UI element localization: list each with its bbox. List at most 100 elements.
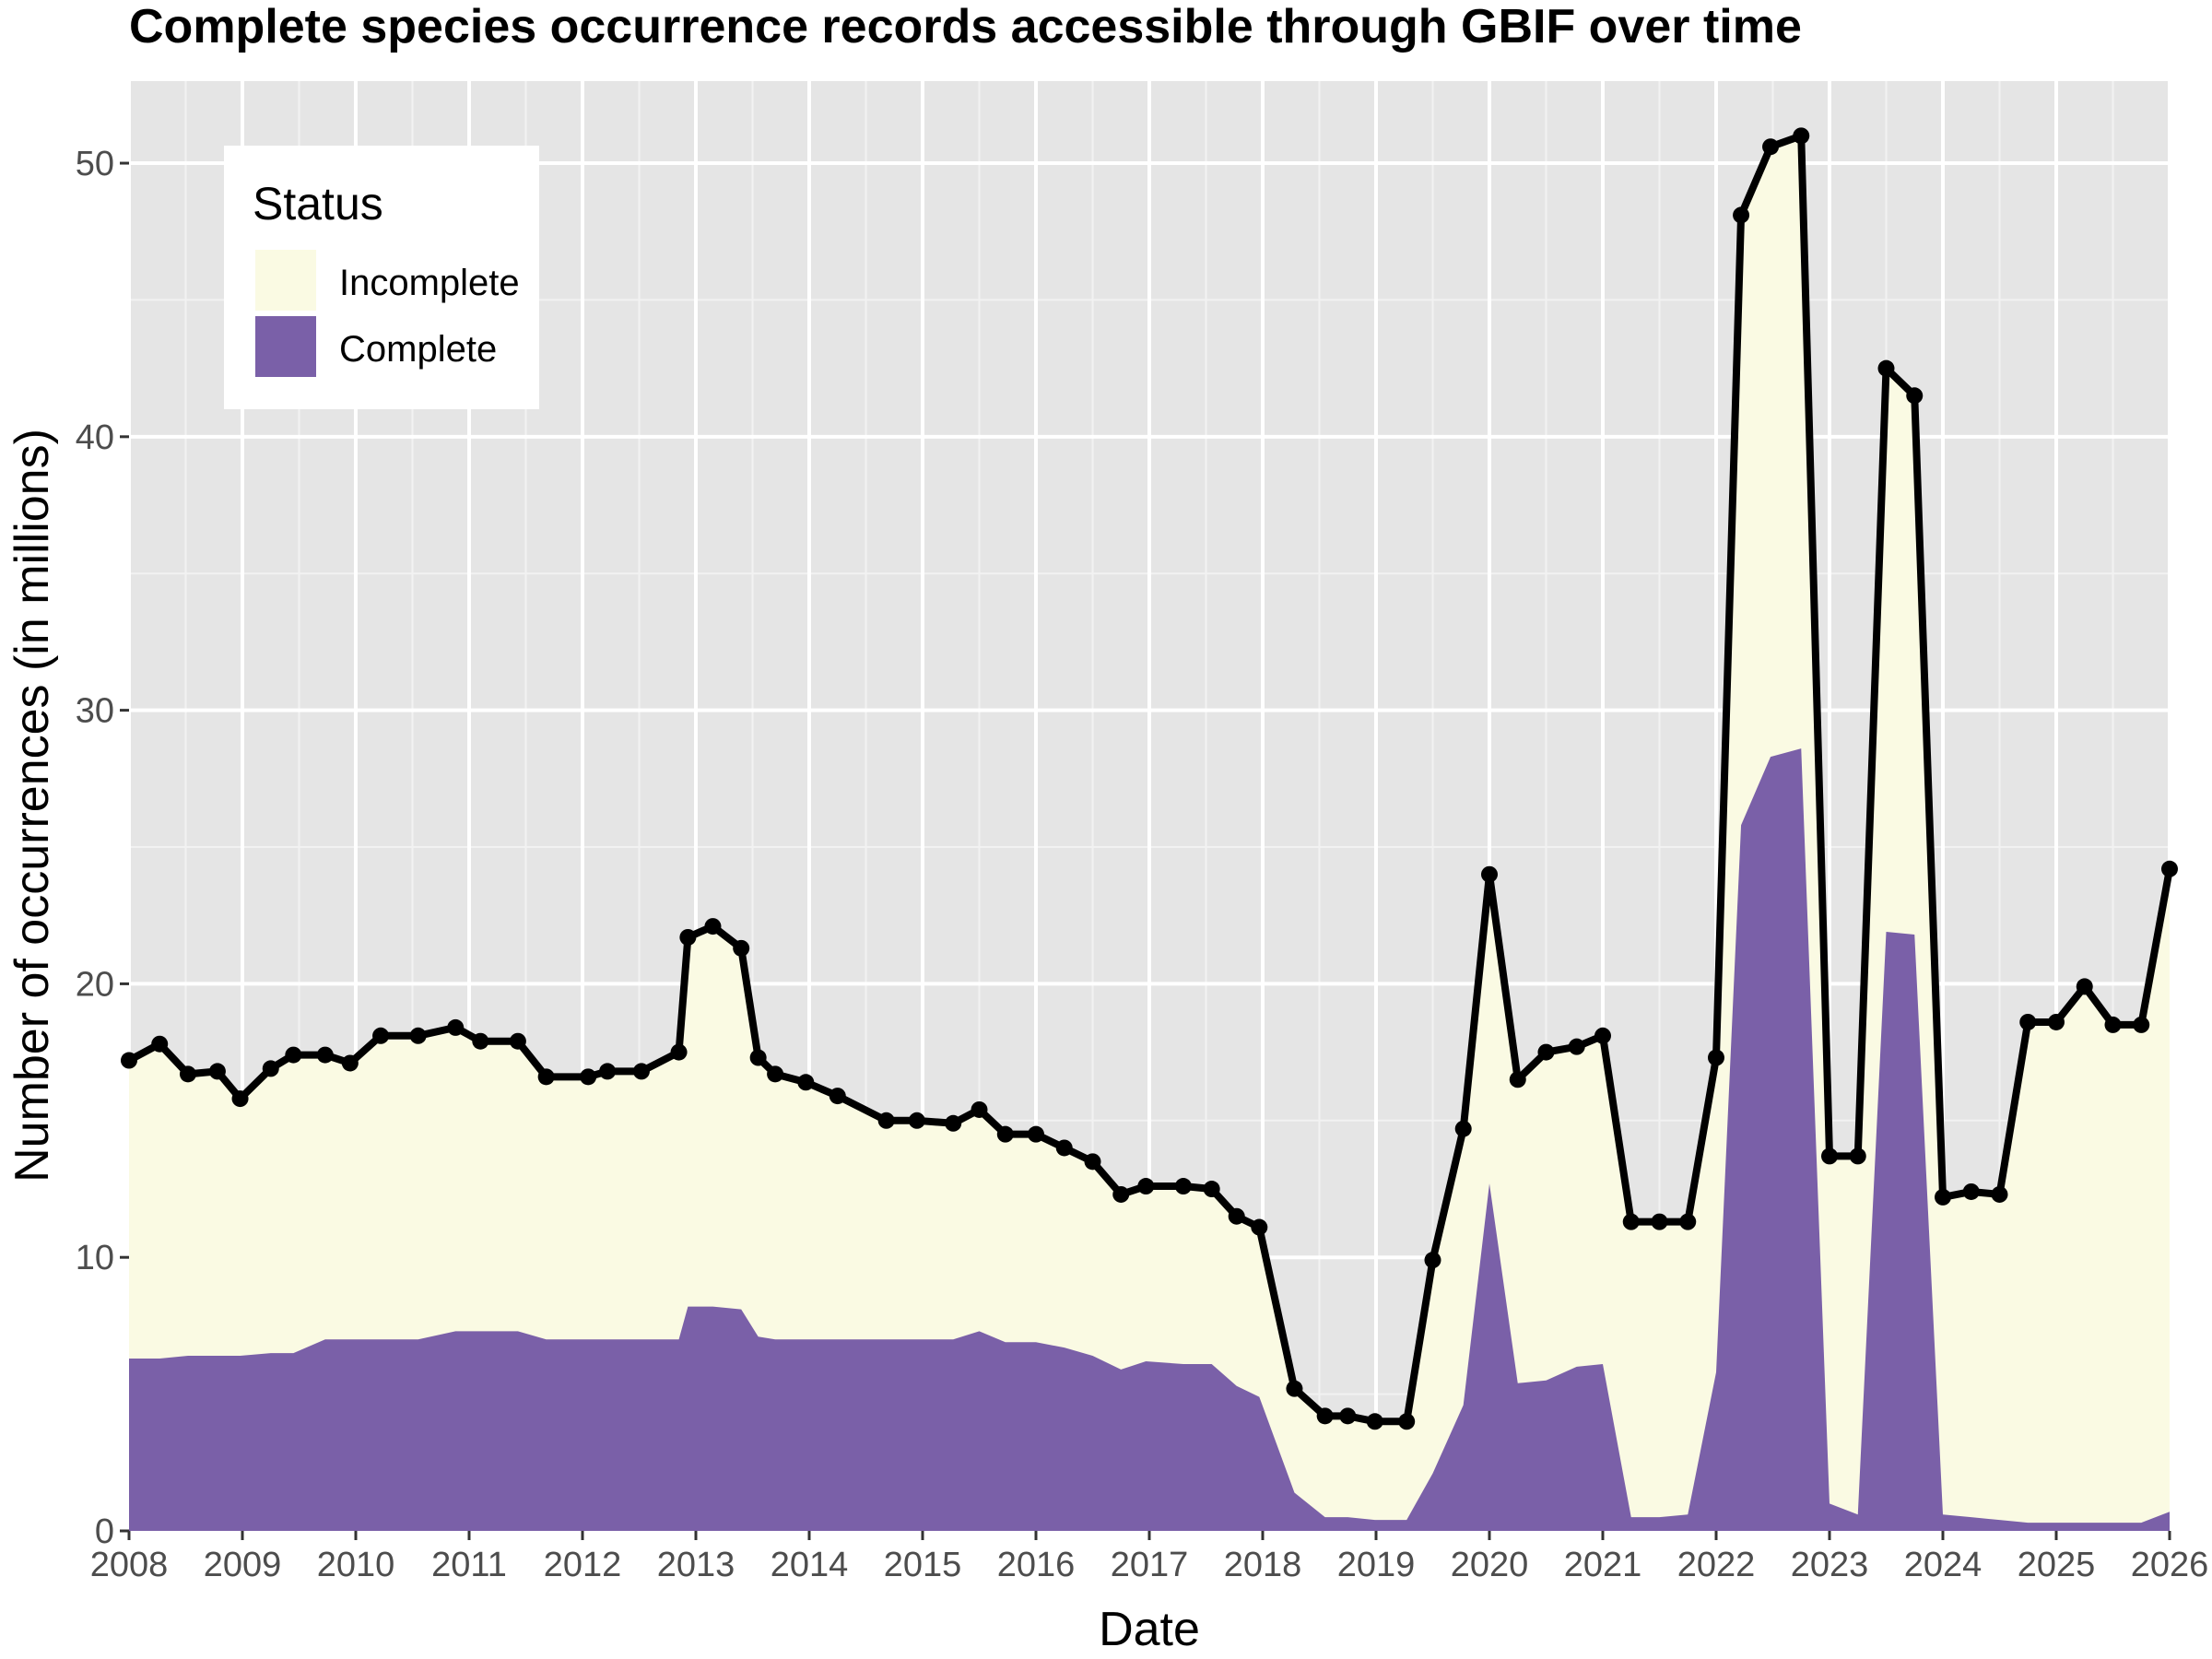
total-point (1594, 1027, 1611, 1044)
total-point (2133, 1016, 2150, 1033)
total-point (1137, 1178, 1155, 1195)
x-tick-label: 2014 (771, 1546, 849, 1584)
legend-label-incomplete: Incomplete (339, 263, 520, 303)
area-complete (129, 748, 2170, 1531)
total-point (285, 1046, 302, 1064)
total-point (2019, 1013, 2037, 1030)
total-point (179, 1065, 196, 1083)
total-point (1793, 127, 1810, 145)
total-point (679, 928, 697, 946)
total-point (409, 1027, 427, 1044)
y-tick-label: 50 (76, 145, 114, 183)
total-point (2104, 1016, 2122, 1033)
total-point (341, 1054, 359, 1072)
total-point (1733, 206, 1750, 224)
total-point (1203, 1181, 1220, 1198)
total-point (121, 1052, 137, 1069)
total-point (749, 1049, 767, 1066)
x-tick-label: 2019 (1337, 1546, 1416, 1584)
total-point (1991, 1185, 2008, 1203)
x-tick-label: 2008 (90, 1546, 169, 1584)
y-tick-label: 40 (76, 418, 114, 457)
total-point (2076, 978, 2093, 995)
total-point (733, 939, 750, 957)
total-point (767, 1065, 784, 1083)
total-point (996, 1125, 1014, 1143)
total-point (908, 1112, 925, 1129)
total-point (1481, 865, 1498, 883)
total-point (151, 1035, 169, 1053)
legend-key-incomplete (253, 248, 318, 312)
x-axis-title: Date (1099, 1603, 1200, 1656)
total-point (1251, 1218, 1268, 1236)
total-point (829, 1088, 846, 1105)
legend-key-complete (253, 314, 318, 379)
area-layers (129, 135, 2170, 1531)
total-point (1366, 1413, 1383, 1430)
x-tick-label: 2024 (1904, 1546, 1983, 1584)
total-point (1849, 1147, 1866, 1165)
total-point (1228, 1207, 1245, 1225)
total-point (262, 1060, 279, 1077)
total-point (472, 1032, 489, 1050)
x-tick-label: 2010 (317, 1546, 395, 1584)
x-tick-label: 2011 (431, 1546, 507, 1584)
x-tick-label: 2023 (1791, 1546, 1869, 1584)
total-point (704, 918, 722, 935)
chart-title: Complete species occurrence records acce… (129, 0, 1802, 53)
total-point (1821, 1147, 1838, 1165)
total-point (1286, 1380, 1303, 1397)
total-point (1708, 1049, 1724, 1066)
legend-label-complete: Complete (339, 329, 497, 370)
total-point (1568, 1038, 1585, 1055)
total-point (580, 1068, 597, 1086)
total-point (1316, 1407, 1334, 1425)
x-tick-label: 2021 (1564, 1546, 1642, 1584)
x-tick-label: 2013 (657, 1546, 735, 1584)
x-axis: 2008 2009 2010 2011 2012 2013 2014 2015 2016 2017… (90, 1531, 2208, 1584)
y-tick-label: 0 (95, 1512, 114, 1551)
total-point (372, 1027, 390, 1044)
y-tick-label: 10 (76, 1239, 114, 1277)
total-point (1174, 1178, 1192, 1195)
total-point (797, 1074, 815, 1091)
total-point (447, 1018, 465, 1036)
x-tick-label: 2020 (1451, 1546, 1529, 1584)
total-point (1537, 1043, 1555, 1061)
x-tick-label: 2022 (1677, 1546, 1756, 1584)
total-point (1679, 1213, 1697, 1230)
y-tick-label: 20 (76, 965, 114, 1004)
area-incomplete (129, 135, 2170, 1531)
total-point (231, 1090, 249, 1108)
legend-title: Status (253, 178, 383, 229)
total-point (1622, 1213, 1640, 1230)
total-point (208, 1063, 226, 1080)
total-point (1509, 1071, 1526, 1088)
total-point (2161, 860, 2178, 877)
total-point (1112, 1185, 1130, 1203)
y-axis: 0 10 20 30 40 50 (76, 145, 129, 1551)
total-point (971, 1100, 988, 1118)
x-tick-label: 2009 (204, 1546, 282, 1584)
y-axis-title: Number of occurrences (in millions) (6, 429, 59, 1182)
x-tick-label: 2017 (1111, 1546, 1189, 1584)
x-tick-label: 2012 (544, 1546, 622, 1584)
total-point (509, 1032, 526, 1050)
total-point (1962, 1182, 1980, 1200)
total-point (316, 1046, 334, 1064)
total-point (1055, 1139, 1073, 1157)
total-point (599, 1063, 617, 1080)
total-point (1454, 1120, 1472, 1137)
x-tick-label: 2018 (1224, 1546, 1302, 1584)
total-point (945, 1114, 962, 1132)
y-tick-label: 30 (76, 692, 114, 731)
total-point (2048, 1013, 2065, 1030)
total-point (537, 1068, 555, 1086)
total-points (121, 127, 2178, 1430)
total-point (1028, 1125, 1044, 1143)
total-point (1877, 359, 1895, 377)
total-point (670, 1043, 688, 1061)
total-point (1424, 1252, 1441, 1269)
total-point (1906, 387, 1924, 405)
